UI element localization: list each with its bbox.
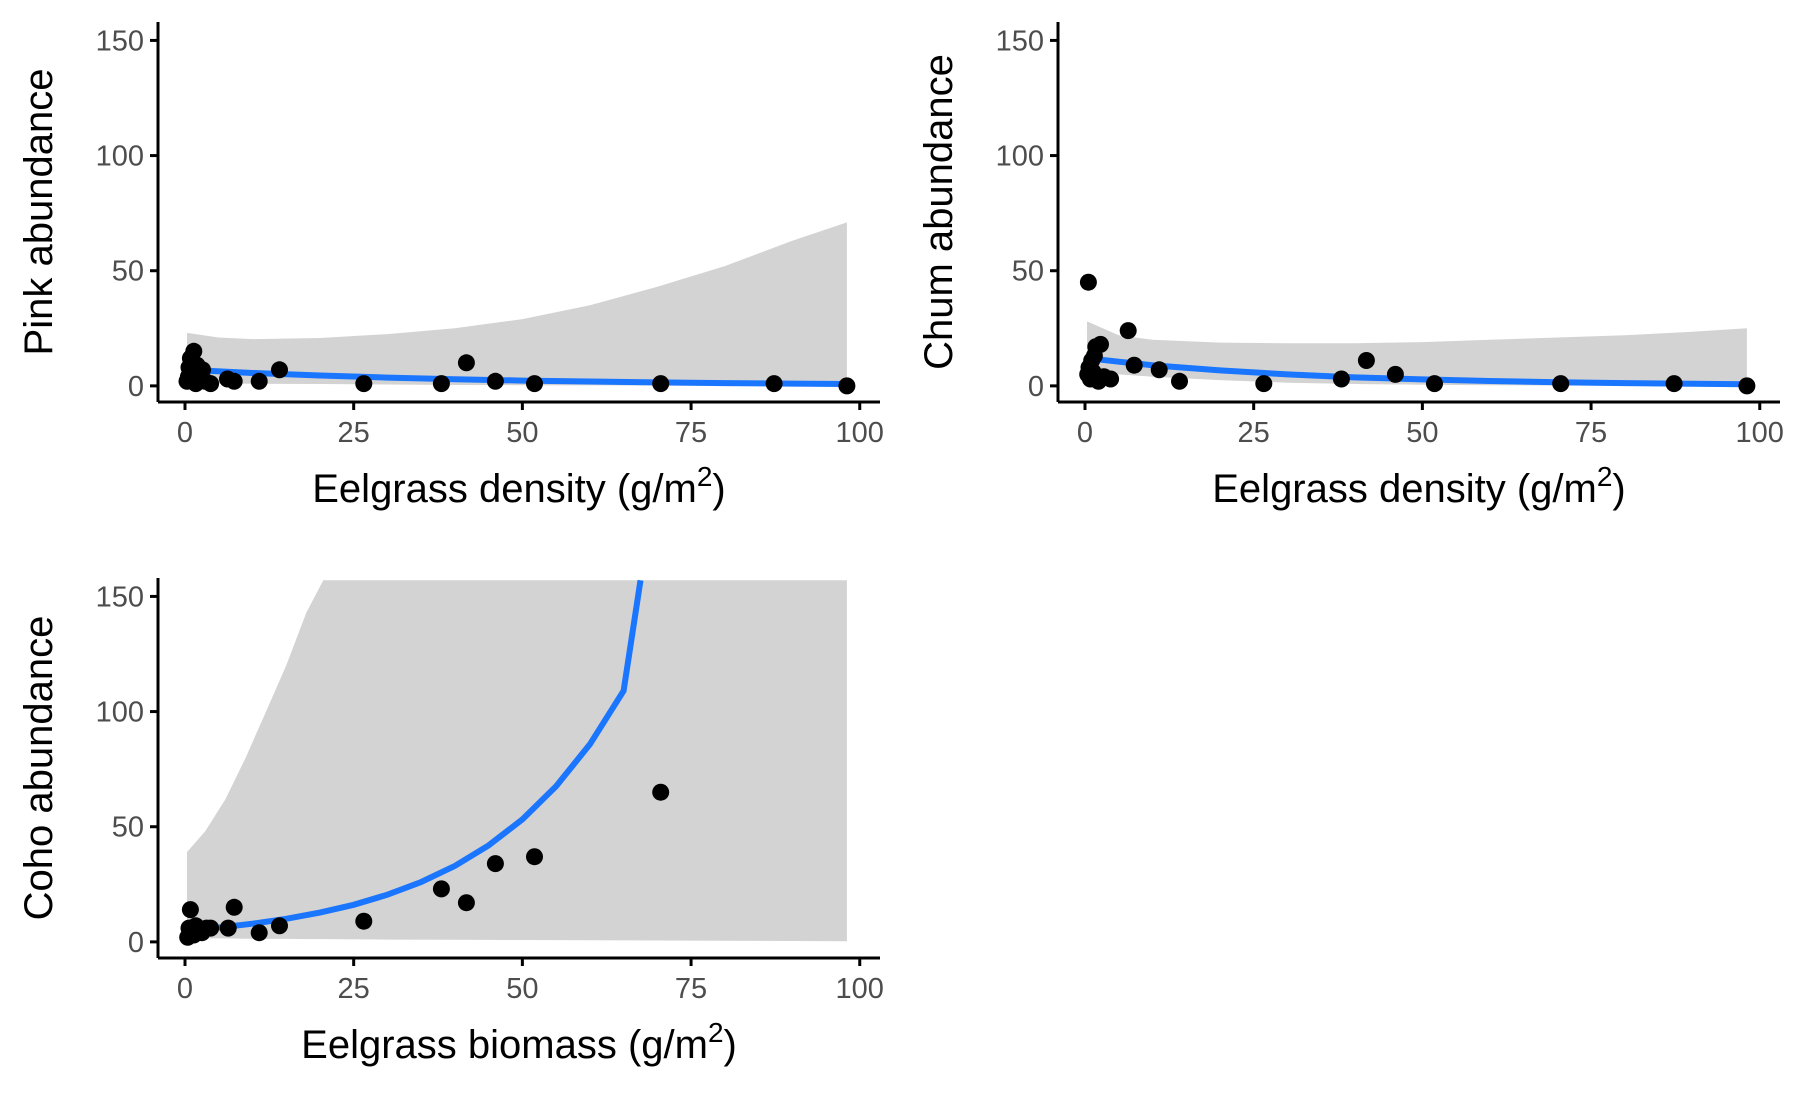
x-axis-title-text: Eelgrass density (g/m xyxy=(1212,467,1597,511)
pink-data-point xyxy=(765,375,783,393)
chum-abundance-panel: 0 50 100 150 0 25 50 75 100 Eelgrass density (g/m… xyxy=(900,0,1800,556)
chum-data-point xyxy=(1665,375,1683,393)
chum-x-tick-label: 0 xyxy=(1077,417,1093,449)
pink-data-point xyxy=(271,361,288,379)
chum-y-tick-label: 50 xyxy=(1012,256,1044,288)
pink-x-tick-label: 25 xyxy=(338,417,370,449)
coho-data-point xyxy=(271,917,288,935)
chum-data-point xyxy=(1357,352,1375,369)
coho-y-tick-label: 100 xyxy=(96,697,144,729)
coho-data-point xyxy=(355,912,373,930)
coho-fit-line xyxy=(186,579,644,934)
pink-data-point xyxy=(526,375,543,393)
pink-y-axis-title: Pink abundance xyxy=(17,69,61,356)
coho-y-tick-label: 0 xyxy=(128,927,144,959)
chum-data-point xyxy=(1386,365,1404,383)
pink-y-tick-label: 50 xyxy=(112,256,144,288)
x-axis-title-superscript: 2 xyxy=(708,1017,724,1048)
coho-data-point xyxy=(652,783,670,801)
x-axis-title-superscript: 2 xyxy=(697,461,713,492)
coho-abundance-chart: 0 50 100 150 0 25 50 75 100 Eelgrass biomass (g/m… xyxy=(17,578,884,1067)
chum-data-point xyxy=(1552,375,1570,393)
coho-data-point xyxy=(432,880,450,898)
chum-data-point xyxy=(1092,335,1109,353)
pink-x-axis-title: Eelgrass density (g/m2) xyxy=(312,461,726,511)
chum-data-point xyxy=(1150,361,1168,379)
pink-data-point xyxy=(225,372,243,390)
pink-data-point xyxy=(432,375,450,393)
pink-data-point xyxy=(457,354,475,372)
coho-data-point xyxy=(526,848,543,866)
pink-y-tick-label: 100 xyxy=(96,141,144,173)
pink-abundance-chart: 0 50 100 150 0 25 50 75 100 Eelgrass density (g/m… xyxy=(17,22,884,511)
x-axis-title-text: Eelgrass density (g/m xyxy=(312,467,697,511)
coho-data-point xyxy=(181,901,199,919)
pink-abundance-panel: 0 50 100 150 0 25 50 75 100 Eelgrass density (g/m… xyxy=(0,0,900,556)
coho-data-point xyxy=(219,919,237,937)
pink-x-tick-label: 50 xyxy=(506,417,538,449)
chum-data-point xyxy=(1119,322,1137,340)
chum-data-point xyxy=(1255,375,1273,393)
pink-data-point xyxy=(250,372,268,390)
coho-abundance-panel: 0 50 100 150 0 25 50 75 100 Eelgrass biomass (g/m… xyxy=(0,556,900,1112)
chum-x-tick-label: 25 xyxy=(1238,417,1270,449)
chum-x-tick-label: 100 xyxy=(1736,417,1784,449)
coho-x-tick-label: 50 xyxy=(506,973,538,1005)
coho-x-tick-label: 100 xyxy=(836,973,884,1005)
pink-data-point xyxy=(486,372,504,390)
coho-y-axis-title: Coho abundance xyxy=(17,616,61,921)
chum-y-tick-label: 0 xyxy=(1028,371,1044,403)
coho-data-point xyxy=(457,894,475,912)
coho-y-tick-label: 150 xyxy=(96,581,144,613)
pink-fit-line xyxy=(186,366,847,387)
pink-y-tick-label: 150 xyxy=(96,25,144,57)
coho-data-point xyxy=(202,919,220,937)
pink-x-tick-label: 0 xyxy=(177,417,193,449)
chum-data-point xyxy=(1102,370,1120,388)
chum-y-tick-label: 100 xyxy=(996,141,1044,173)
chum-data-point xyxy=(1426,375,1443,393)
chum-abundance-chart: 0 50 100 150 0 25 50 75 100 Eelgrass density (g/m… xyxy=(917,22,1784,511)
chum-data-point xyxy=(1171,372,1188,390)
coho-x-tick-label: 0 xyxy=(177,973,193,1005)
chum-x-axis-title: Eelgrass density (g/m2) xyxy=(1212,461,1626,511)
chum-data-point xyxy=(1125,356,1143,374)
x-axis-title-close: ) xyxy=(724,1023,737,1067)
x-axis-title-close: ) xyxy=(712,467,725,511)
chum-data-point xyxy=(1332,370,1350,388)
coho-data-point xyxy=(486,855,504,873)
chum-x-tick-label: 50 xyxy=(1406,417,1438,449)
coho-confidence-ribbon xyxy=(187,580,847,942)
coho-x-axis-title: Eelgrass biomass (g/m2) xyxy=(301,1017,737,1067)
x-axis-title-text: Eelgrass biomass (g/m xyxy=(301,1023,708,1067)
pink-x-tick-label: 75 xyxy=(675,417,707,449)
coho-data-point xyxy=(225,898,243,916)
pink-data-point xyxy=(838,377,856,395)
coho-x-tick-label: 75 xyxy=(675,973,707,1005)
pink-confidence-ribbon xyxy=(187,222,847,386)
pink-data-point xyxy=(185,342,203,360)
x-axis-title-close: ) xyxy=(1612,467,1625,511)
pink-data-point xyxy=(652,375,670,393)
chum-data-point xyxy=(1079,273,1097,291)
chum-y-axis-title: Chum abundance xyxy=(917,54,961,370)
pink-data-point xyxy=(355,375,373,393)
chum-x-tick-label: 75 xyxy=(1575,417,1607,449)
pink-y-tick-label: 0 xyxy=(128,371,144,403)
chum-data-point xyxy=(1738,377,1756,395)
pink-data-point xyxy=(202,375,220,393)
x-axis-title-superscript: 2 xyxy=(1597,461,1613,492)
pink-x-tick-label: 100 xyxy=(836,417,884,449)
coho-y-tick-label: 50 xyxy=(112,812,144,844)
coho-x-tick-label: 25 xyxy=(338,973,370,1005)
chum-y-tick-label: 150 xyxy=(996,25,1044,57)
coho-data-point xyxy=(250,924,268,942)
